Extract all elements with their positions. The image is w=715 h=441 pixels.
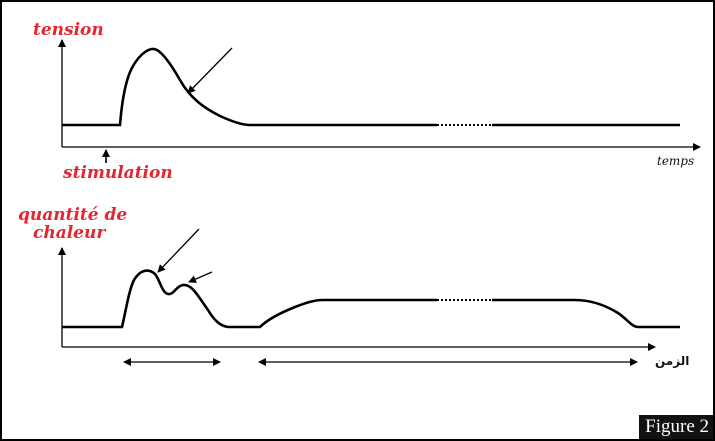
figure-label: Figure 2 xyxy=(639,415,713,439)
tension-curve xyxy=(62,47,437,127)
stimulation-label: stimulation xyxy=(63,163,173,183)
heat-curve-end xyxy=(492,298,680,329)
top-graph xyxy=(58,39,701,163)
top-x-axis-label: temps xyxy=(657,154,695,168)
bottom-x-axis-label: الزمن xyxy=(655,354,690,368)
top-y-axis-label: tension xyxy=(33,20,104,40)
second-heat-peak-pointer-arrow xyxy=(188,271,213,283)
heat-curve xyxy=(62,269,437,329)
bottom-graph xyxy=(58,228,680,366)
bottom-y-axis-label-line1: quantité de xyxy=(18,205,128,225)
tension-decay-pointer-arrow xyxy=(187,47,233,94)
bottom-y-axis-label-line2: chaleur xyxy=(33,223,106,243)
first-heat-peak-pointer-arrow xyxy=(157,228,200,273)
